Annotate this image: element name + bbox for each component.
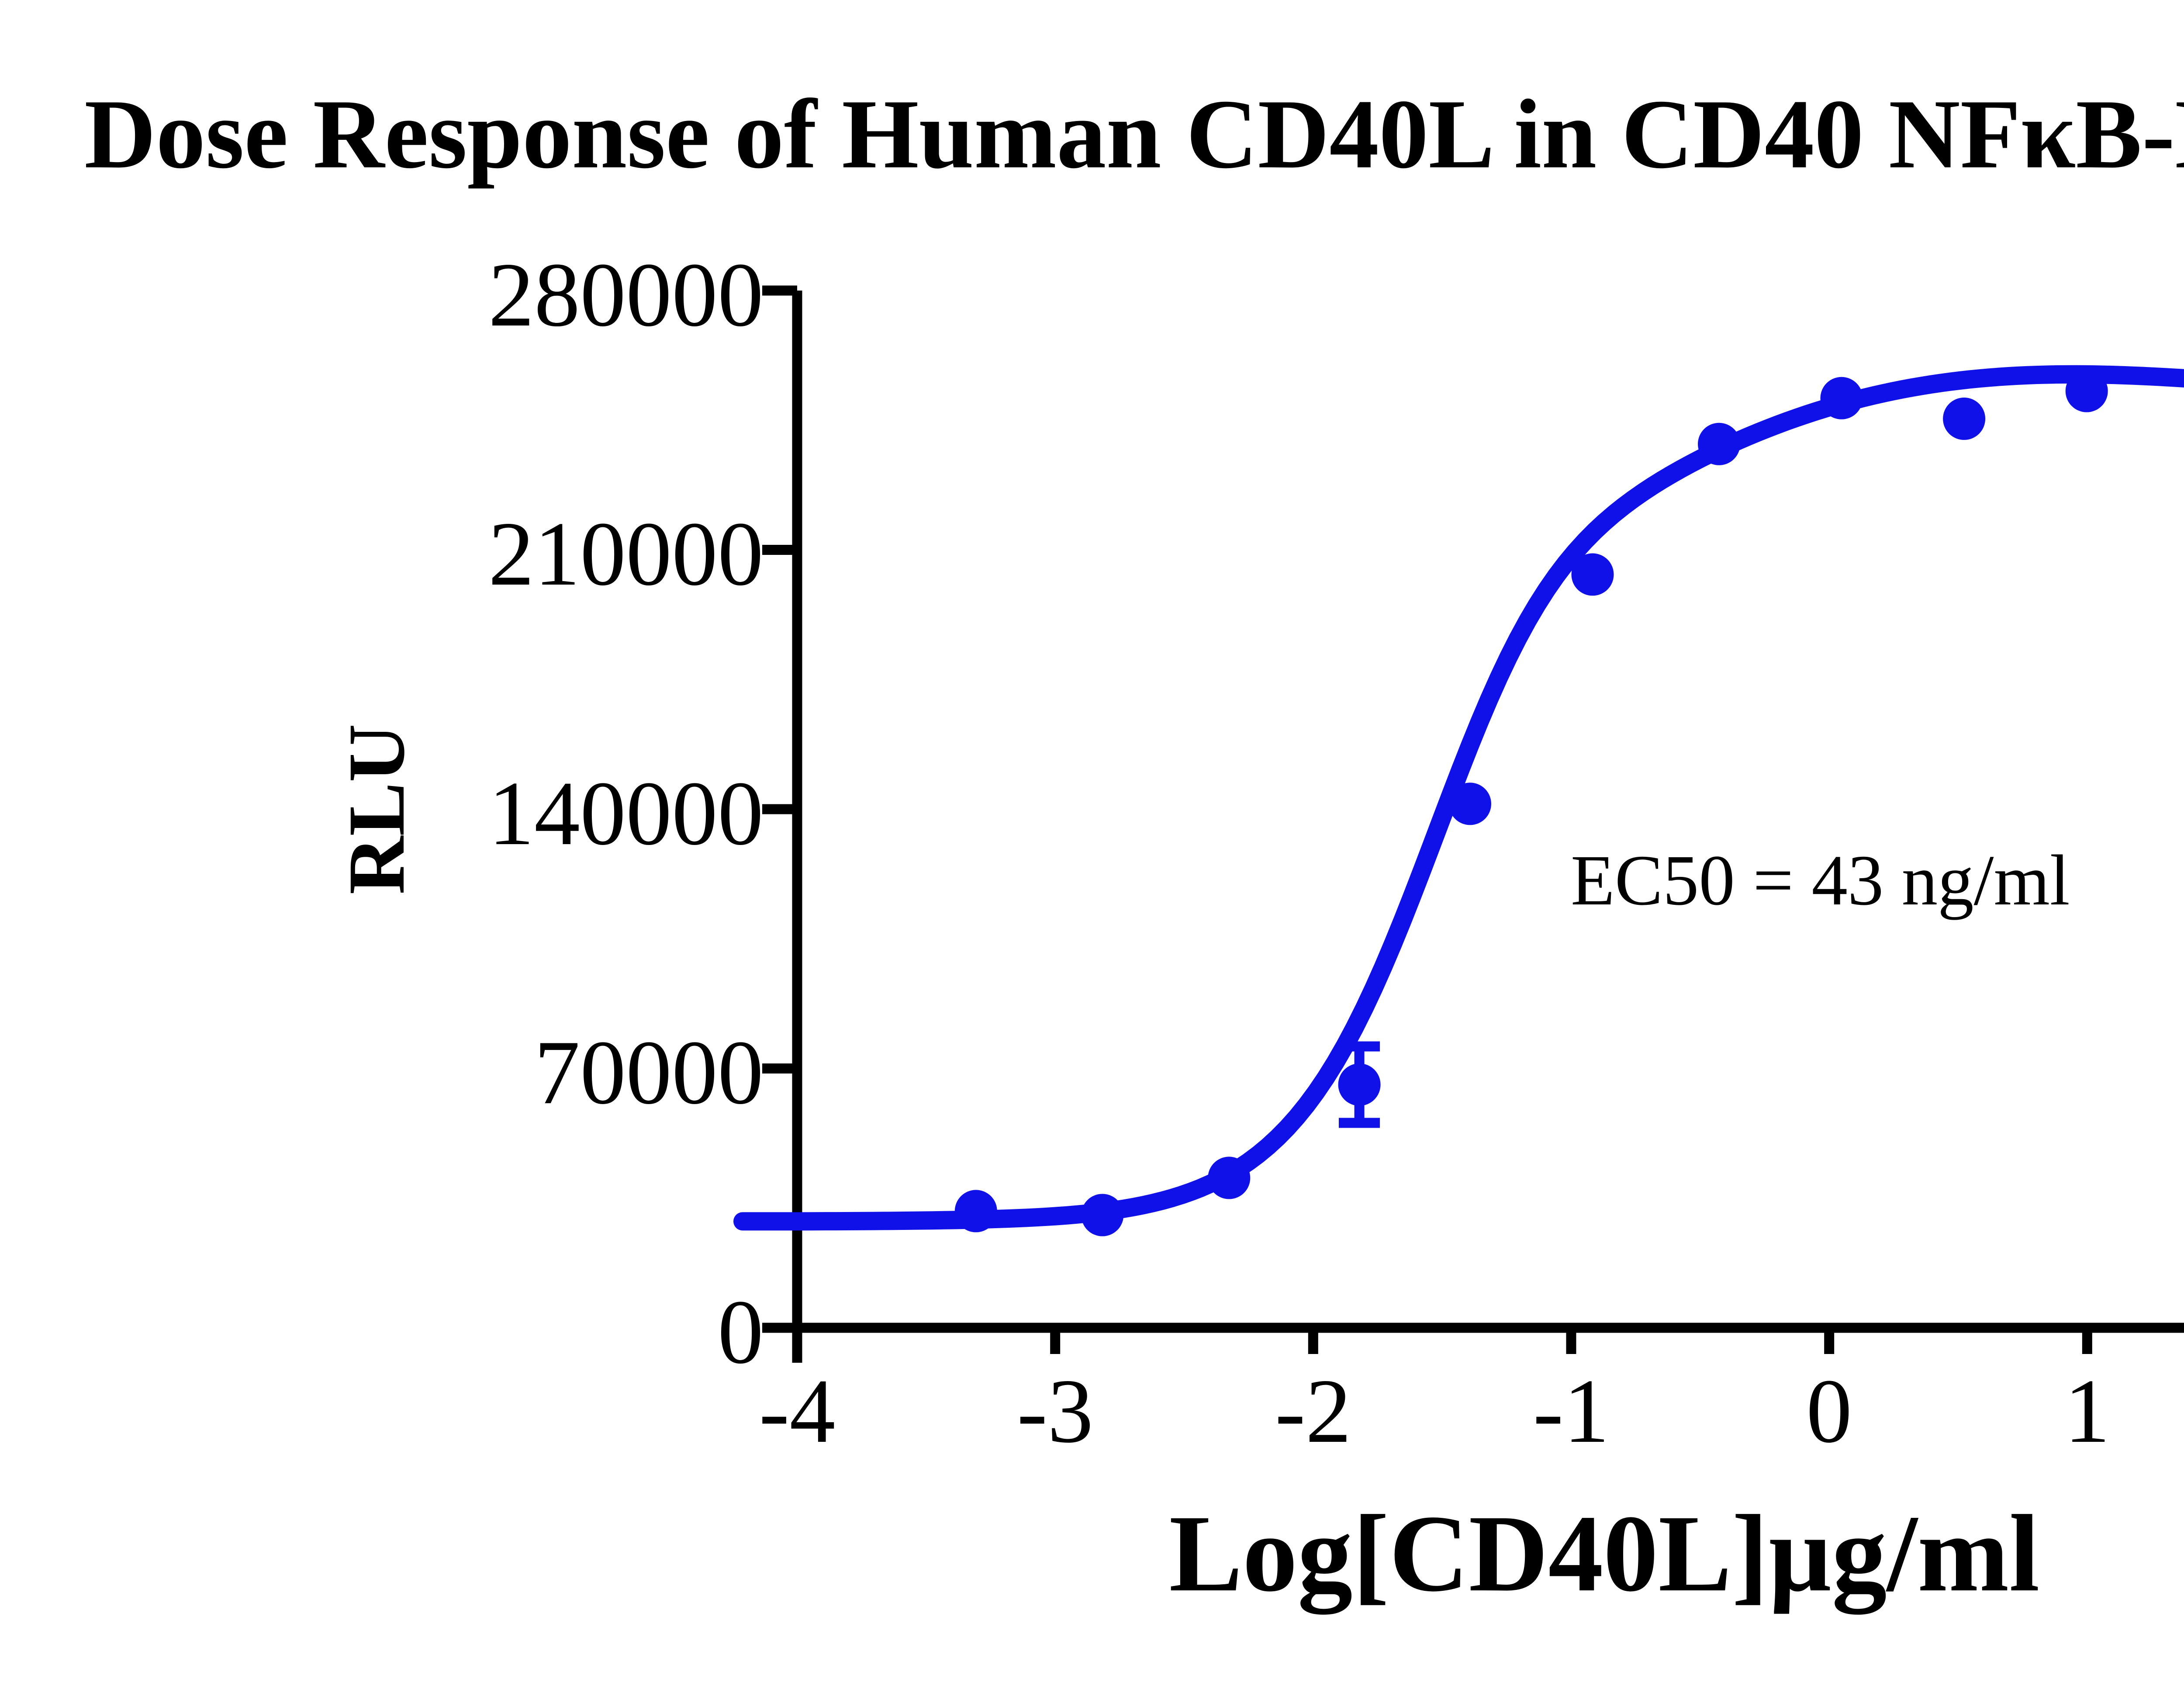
svg-text:70000: 70000 bbox=[534, 1022, 764, 1123]
svg-text:-3: -3 bbox=[1017, 1361, 1093, 1462]
svg-text:RLU: RLU bbox=[332, 724, 422, 895]
svg-text:140000: 140000 bbox=[488, 763, 764, 864]
svg-text:0: 0 bbox=[1806, 1361, 1852, 1462]
svg-text:210000: 210000 bbox=[488, 503, 764, 605]
svg-text:1: 1 bbox=[2064, 1361, 2110, 1462]
svg-text:-4: -4 bbox=[759, 1361, 836, 1462]
svg-text:280000: 280000 bbox=[488, 244, 764, 346]
svg-text:EC50 = 43 ng/ml: EC50 = 43 ng/ml bbox=[1571, 840, 2070, 920]
svg-text:Log[CD40L]µg/ml: Log[CD40L]µg/ml bbox=[1169, 1492, 2039, 1615]
svg-text:-1: -1 bbox=[1533, 1361, 1610, 1462]
svg-text:-2: -2 bbox=[1275, 1361, 1351, 1462]
svg-text:0: 0 bbox=[718, 1281, 764, 1383]
